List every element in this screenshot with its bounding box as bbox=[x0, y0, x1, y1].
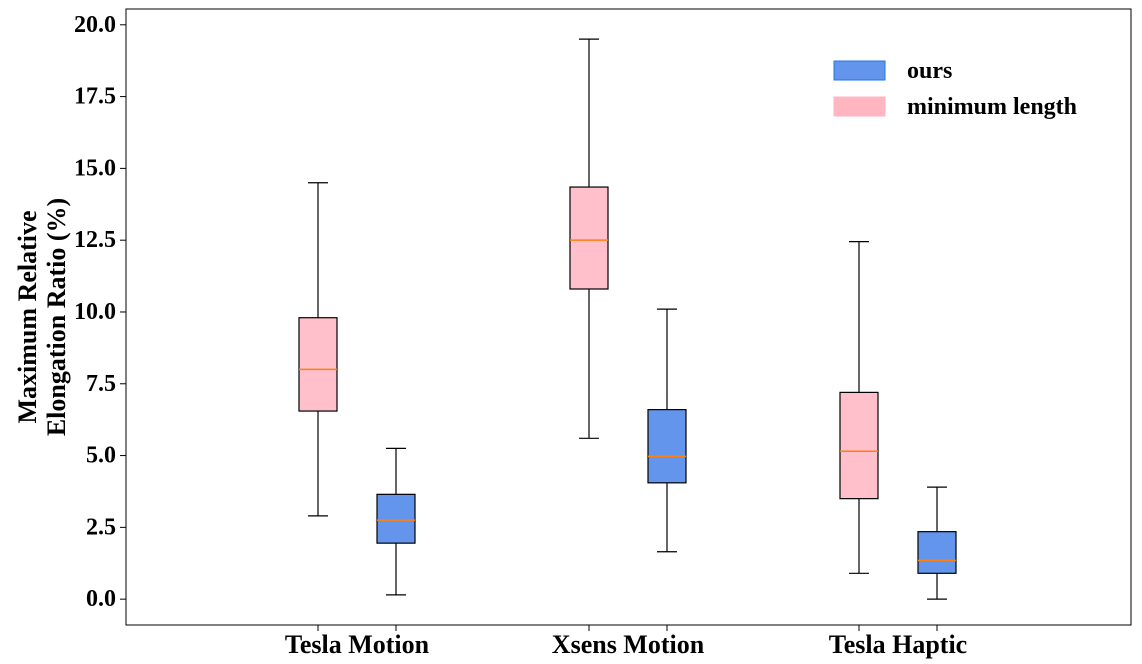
iqr-box bbox=[569, 186, 609, 290]
box-plot-series bbox=[298, 38, 957, 631]
y-tick-label: 2.5 bbox=[86, 514, 116, 540]
y-axis-ticks: 0.0 2.5 5.0 7.5 10.0 12.5 15.0 17.5 20.0 bbox=[74, 12, 126, 612]
y-tick-label: 5.0 bbox=[86, 443, 116, 469]
iqr-box bbox=[917, 531, 957, 574]
y-axis-title-line-1: Maximum Relative bbox=[13, 210, 42, 423]
box-minimum-length-2 bbox=[839, 241, 879, 631]
y-axis-label: Maximum Relative Elongation Ratio (%) bbox=[13, 198, 71, 436]
legend-swatch bbox=[833, 60, 886, 81]
y-axis-title-line-2: Elongation Ratio (%) bbox=[42, 198, 71, 436]
plot-frame bbox=[125, 8, 1132, 626]
box-ours-2 bbox=[917, 486, 957, 631]
x-category-label: Tesla Motion bbox=[285, 630, 430, 659]
iqr-box bbox=[298, 317, 338, 412]
y-tick-label: 12.5 bbox=[74, 227, 116, 253]
y-tick-label: 17.5 bbox=[74, 84, 116, 110]
box-ours-1 bbox=[647, 308, 687, 631]
legend-swatch bbox=[833, 96, 886, 117]
y-tick-label: 20.0 bbox=[74, 12, 116, 38]
legend: ours minimum length bbox=[833, 58, 1077, 120]
box-minimum-length-0 bbox=[298, 182, 338, 631]
x-axis-categories: Tesla Motion Xsens Motion Tesla Haptic bbox=[285, 630, 967, 659]
y-tick-label: 15.0 bbox=[74, 155, 116, 181]
box-minimum-length-1 bbox=[569, 38, 609, 631]
legend-label: ours bbox=[907, 58, 952, 84]
iqr-box bbox=[839, 391, 879, 500]
box-ours-0 bbox=[376, 447, 416, 631]
y-tick-label: 0.0 bbox=[86, 586, 116, 612]
legend-label: minimum length bbox=[907, 94, 1077, 120]
x-category-label: Tesla Haptic bbox=[829, 630, 967, 659]
iqr-box bbox=[376, 493, 416, 544]
y-tick-label: 10.0 bbox=[74, 299, 116, 325]
y-tick-label: 7.5 bbox=[86, 371, 116, 397]
x-category-label: Xsens Motion bbox=[552, 630, 705, 659]
iqr-box bbox=[647, 409, 687, 484]
